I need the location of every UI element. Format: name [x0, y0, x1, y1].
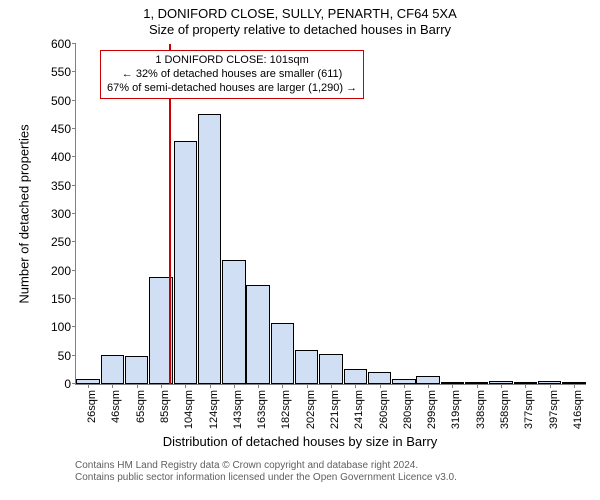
histogram-bar [101, 355, 125, 384]
x-tick-mark [307, 384, 308, 388]
x-tick-mark [185, 384, 186, 388]
x-tick-mark [210, 384, 211, 388]
x-tick-mark [477, 384, 478, 388]
y-tick-mark [72, 128, 76, 129]
y-tick-label: 300 [51, 207, 71, 221]
y-tick-mark [72, 355, 76, 356]
footer-line1: Contains HM Land Registry data © Crown c… [75, 460, 457, 472]
y-tick-label: 250 [51, 235, 71, 249]
x-tick-mark [525, 384, 526, 388]
x-tick-label: 416sqm [572, 390, 584, 429]
footer-line2: Contains public sector information licen… [75, 472, 457, 484]
x-tick-label: 143sqm [232, 390, 244, 429]
x-tick-mark [355, 384, 356, 388]
x-tick-label: 182sqm [280, 390, 292, 429]
y-tick-label: 100 [51, 320, 71, 334]
y-tick-mark [72, 213, 76, 214]
chart-figure: 1, DONIFORD CLOSE, SULLY, PENARTH, CF64 … [0, 0, 600, 500]
histogram-bar [368, 372, 392, 384]
y-tick-mark [72, 185, 76, 186]
annotation-line: 1 DONIFORD CLOSE: 101sqm [107, 54, 357, 68]
y-tick-mark [72, 71, 76, 72]
y-tick-mark [72, 326, 76, 327]
y-tick-mark [72, 43, 76, 44]
x-tick-label: 221sqm [329, 390, 341, 429]
x-tick-label: 202sqm [305, 390, 317, 429]
x-tick-mark [258, 384, 259, 388]
histogram-bar [416, 376, 440, 384]
x-tick-mark [137, 384, 138, 388]
x-tick-mark [452, 384, 453, 388]
y-tick-mark [72, 100, 76, 101]
annotation-line: ← 32% of detached houses are smaller (61… [107, 68, 357, 82]
x-tick-mark [574, 384, 575, 388]
x-tick-mark [112, 384, 113, 388]
x-tick-mark [88, 384, 89, 388]
x-tick-label: 46sqm [110, 390, 122, 423]
histogram-bar [246, 285, 270, 384]
x-tick-label: 26sqm [86, 390, 98, 423]
x-tick-mark [282, 384, 283, 388]
x-tick-label: 124sqm [208, 390, 220, 429]
y-tick-label: 200 [51, 264, 71, 278]
x-tick-label: 280sqm [402, 390, 414, 429]
y-tick-mark [72, 241, 76, 242]
histogram-bar [198, 114, 222, 384]
histogram-bar [319, 354, 343, 384]
x-tick-mark [380, 384, 381, 388]
x-tick-mark [501, 384, 502, 388]
y-tick-label: 0 [64, 377, 71, 391]
x-axis-label: Distribution of detached houses by size … [0, 434, 600, 449]
y-tick-mark [72, 156, 76, 157]
y-tick-label: 450 [51, 122, 71, 136]
y-tick-label: 550 [51, 65, 71, 79]
x-tick-label: 163sqm [256, 390, 268, 429]
x-tick-mark [404, 384, 405, 388]
footer-attribution: Contains HM Land Registry data © Crown c… [75, 460, 457, 484]
x-tick-label: 85sqm [159, 390, 171, 423]
y-tick-label: 600 [51, 37, 71, 51]
histogram-bar [295, 350, 319, 384]
histogram-bar [174, 141, 198, 384]
x-tick-label: 397sqm [548, 390, 560, 429]
x-tick-label: 319sqm [450, 390, 462, 429]
x-tick-label: 260sqm [378, 390, 390, 429]
x-tick-mark [234, 384, 235, 388]
y-tick-label: 350 [51, 179, 71, 193]
y-tick-label: 500 [51, 94, 71, 108]
x-tick-mark [161, 384, 162, 388]
chart-title-desc: Size of property relative to detached ho… [0, 22, 600, 37]
x-tick-label: 241sqm [353, 390, 365, 429]
x-tick-label: 299sqm [426, 390, 438, 429]
histogram-bar [125, 356, 149, 384]
histogram-bar [222, 260, 246, 384]
x-tick-mark [550, 384, 551, 388]
y-tick-label: 50 [58, 349, 71, 363]
annotation-line: 67% of semi-detached houses are larger (… [107, 82, 357, 96]
histogram-bar [271, 323, 295, 384]
x-tick-label: 104sqm [183, 390, 195, 429]
y-tick-label: 400 [51, 150, 71, 164]
chart-title-address: 1, DONIFORD CLOSE, SULLY, PENARTH, CF64 … [0, 6, 600, 21]
x-tick-label: 377sqm [523, 390, 535, 429]
y-axis-label: Number of detached properties [17, 124, 32, 303]
y-tick-label: 150 [51, 292, 71, 306]
x-tick-label: 65sqm [135, 390, 147, 423]
y-tick-mark [72, 298, 76, 299]
y-tick-mark [72, 270, 76, 271]
x-tick-label: 338sqm [475, 390, 487, 429]
x-tick-mark [428, 384, 429, 388]
x-tick-mark [331, 384, 332, 388]
annotation-box: 1 DONIFORD CLOSE: 101sqm← 32% of detache… [100, 50, 364, 99]
histogram-bar [344, 369, 368, 384]
x-tick-label: 358sqm [499, 390, 511, 429]
